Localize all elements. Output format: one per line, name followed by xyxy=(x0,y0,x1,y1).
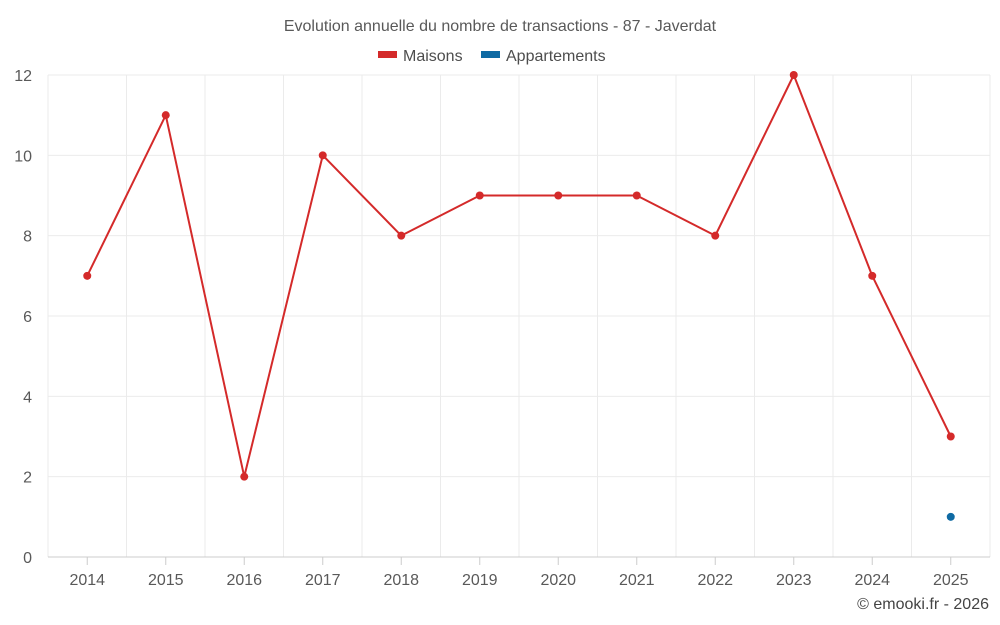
x-axis: 2014 2015 2016 2017 2018 2019 2020 2021 2022 2023… xyxy=(69,557,969,589)
y-tick-label: 10 xyxy=(14,148,32,165)
x-tick-label: 2025 xyxy=(933,572,969,589)
gridlines xyxy=(47,74,991,558)
data-point-maisons[interactable] xyxy=(554,191,563,200)
x-tick-label: 2020 xyxy=(540,572,576,589)
y-axis: 0 2 4 6 8 10 12 xyxy=(14,68,32,567)
x-tick-label: 2023 xyxy=(776,572,812,589)
y-tick-label: 0 xyxy=(23,550,32,567)
data-point-maisons[interactable] xyxy=(946,432,955,441)
series-line-maisons xyxy=(86,74,952,478)
x-tick-label: 2018 xyxy=(383,572,419,589)
data-point-appartements[interactable] xyxy=(946,512,955,521)
data-point-maisons[interactable] xyxy=(789,71,798,79)
x-tick-label: 2015 xyxy=(148,572,184,589)
x-tick-label: 2024 xyxy=(854,572,890,589)
data-point-maisons[interactable] xyxy=(475,191,484,200)
data-point-maisons[interactable] xyxy=(240,472,249,481)
data-point-maisons[interactable] xyxy=(868,271,877,280)
credit-text: © emooki.fr - 2026 xyxy=(857,596,989,613)
data-point-maisons[interactable] xyxy=(161,111,170,120)
x-tick-label: 2021 xyxy=(619,572,655,589)
x-tick-label: 2019 xyxy=(462,572,498,589)
legend-swatch-appartements xyxy=(481,51,500,58)
legend: Maisons Appartements xyxy=(378,48,606,65)
chart-title: Evolution annuelle du nombre de transact… xyxy=(284,18,717,35)
series xyxy=(83,71,955,521)
x-tick-label: 2014 xyxy=(69,572,105,589)
x-tick-label: 2016 xyxy=(226,572,262,589)
y-tick-label: 8 xyxy=(23,229,32,246)
legend-swatch-maisons xyxy=(378,51,397,58)
data-point-maisons[interactable] xyxy=(632,191,641,200)
data-point-maisons[interactable] xyxy=(711,231,720,240)
data-point-maisons[interactable] xyxy=(318,151,327,160)
data-point-maisons[interactable] xyxy=(83,271,92,280)
data-point-maisons[interactable] xyxy=(397,231,406,240)
legend-label-maisons[interactable]: Maisons xyxy=(403,48,463,65)
x-tick-label: 2017 xyxy=(305,572,341,589)
x-tick-label: 2022 xyxy=(697,572,733,589)
y-tick-label: 2 xyxy=(23,470,32,487)
y-tick-label: 4 xyxy=(23,389,32,406)
legend-label-appartements[interactable]: Appartements xyxy=(506,48,606,65)
y-tick-label: 6 xyxy=(23,309,32,326)
y-tick-label: 12 xyxy=(14,68,32,85)
